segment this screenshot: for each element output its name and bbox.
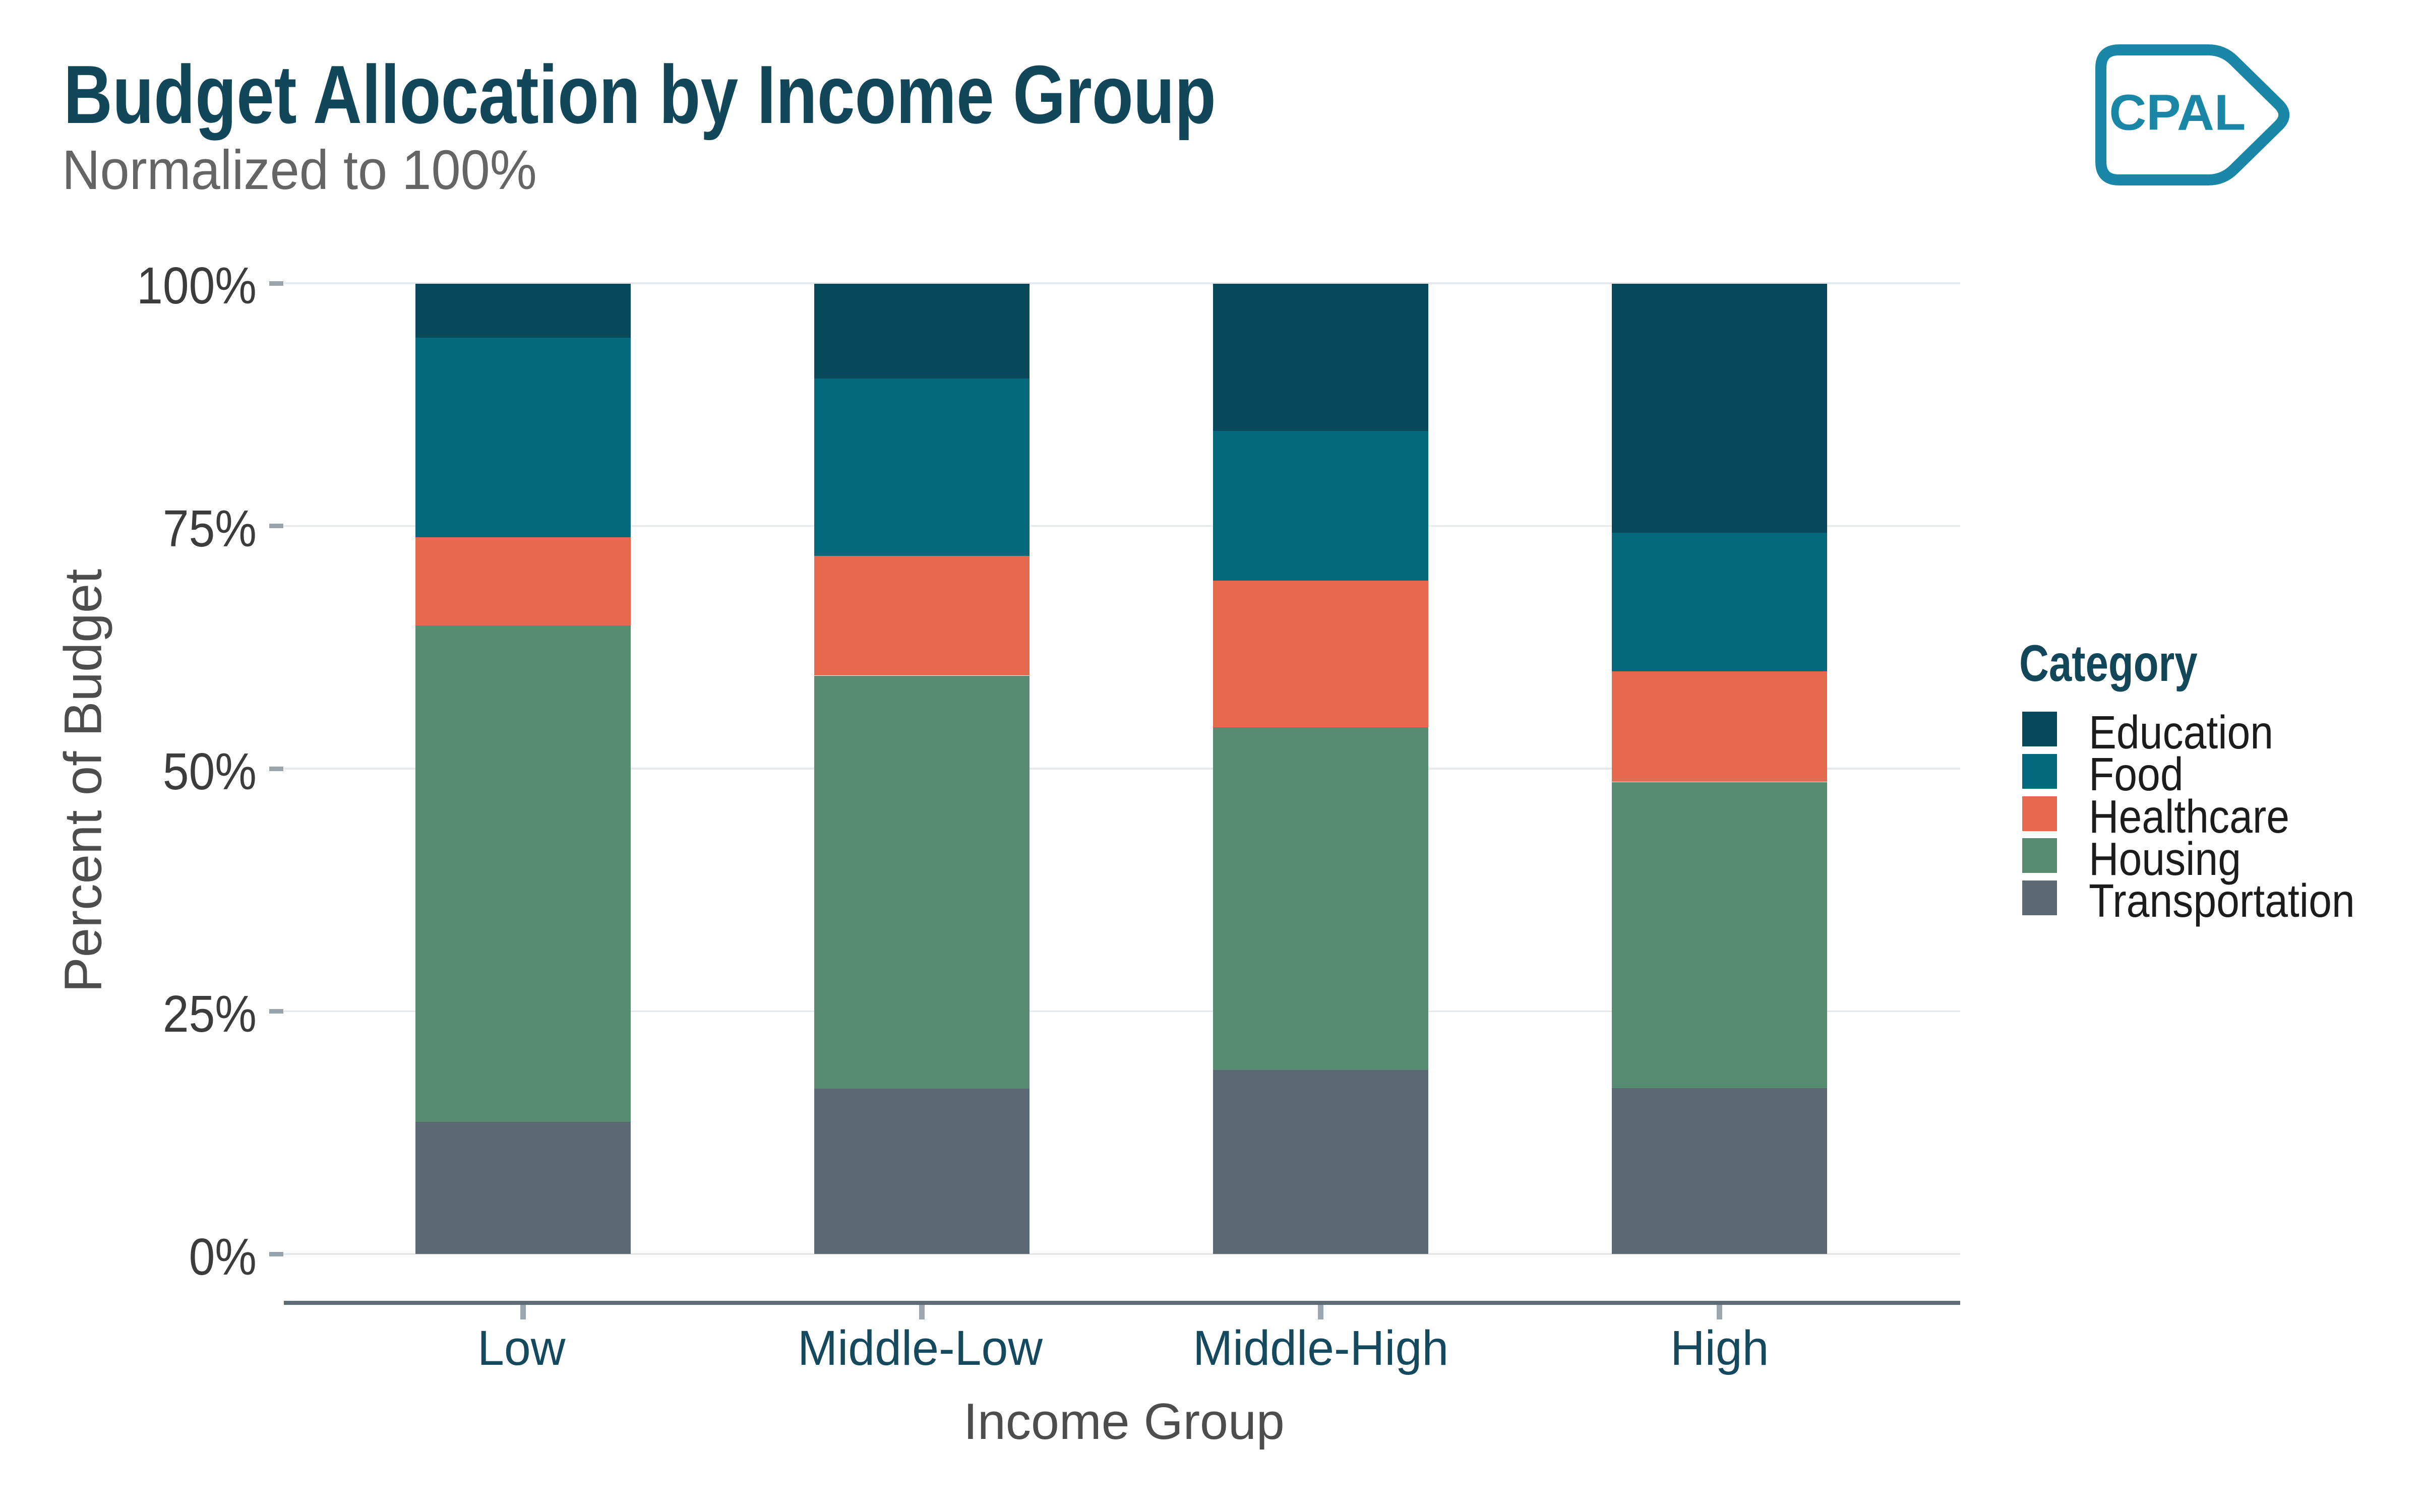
svg-text:CPAL: CPAL bbox=[2109, 85, 2246, 141]
